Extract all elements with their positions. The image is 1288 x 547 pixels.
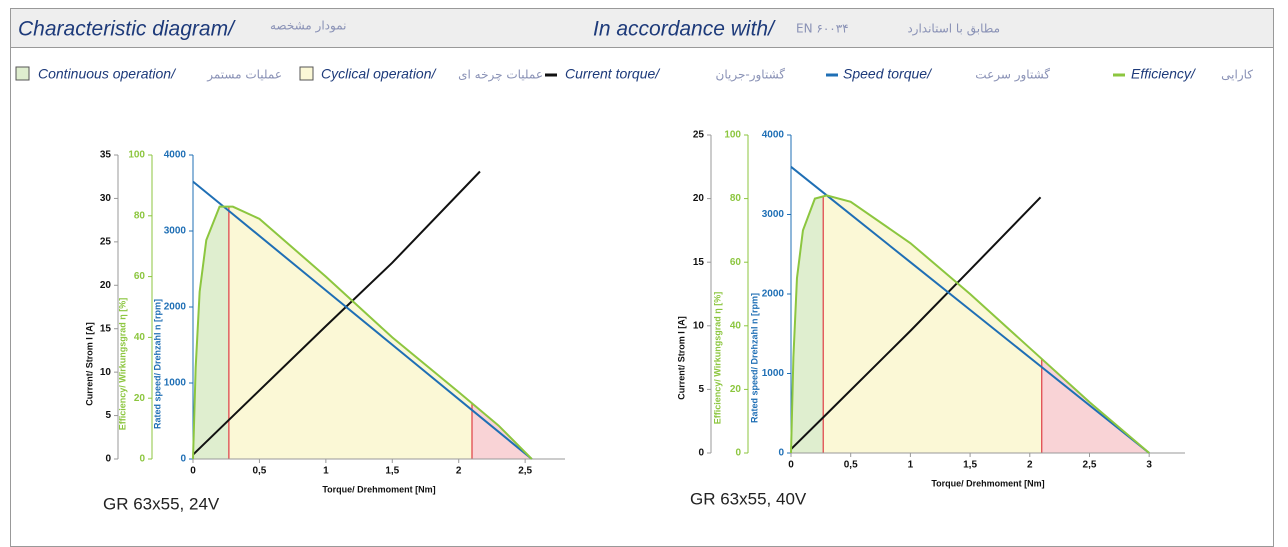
y-tick-label: 4000 [762, 130, 785, 141]
y-tick-label: 2000 [762, 289, 785, 300]
legend-label-fa: گشتاور سرعت [975, 68, 1050, 83]
series-line [192, 170, 481, 456]
y-tick-label: 40 [134, 332, 146, 343]
y-tick-label: 10 [100, 367, 112, 378]
y-tick-label: 20 [693, 193, 705, 204]
legend-label-fa: گشتاور-جریان [716, 68, 786, 83]
x-tick-label: 1,5 [385, 466, 399, 477]
legend-swatch [299, 66, 314, 81]
series-line [790, 194, 1150, 454]
x-tick-label: 3 [1146, 460, 1152, 471]
legend-label: Speed torque/ [843, 66, 933, 82]
y-tick-label: 4000 [164, 150, 187, 161]
y-tick-label: 25 [693, 130, 705, 141]
y-tick-label: 35 [100, 150, 112, 161]
series-line [790, 196, 1042, 450]
zone [823, 195, 1042, 453]
y-tick-label: 100 [724, 130, 741, 141]
y-tick-label: 0 [778, 448, 784, 459]
y-tick-label: 0 [735, 448, 741, 459]
header-title: Characteristic diagram/ [18, 18, 236, 41]
standard-label-fa: مطابق با استاندارد [907, 22, 1000, 37]
x-tick-label: 0,5 [844, 460, 858, 471]
zone [193, 206, 229, 459]
x-axis-title: Torque/ Drehmoment [Nm] [931, 478, 1044, 488]
header-title-fa: نمودار مشخصه [270, 19, 346, 34]
x-tick-label: 2,5 [1083, 460, 1097, 471]
series-line [790, 166, 1150, 454]
x-tick-label: 2 [1027, 460, 1033, 471]
x-tick-label: 1 [323, 466, 329, 477]
y-tick-label: 5 [105, 410, 111, 421]
y-tick-label: 40 [730, 320, 742, 331]
y-tick-label: 0 [105, 454, 111, 465]
series-line [192, 205, 533, 460]
y-axis-title: Rated speed/ Drehzahl n [rpm] [152, 299, 162, 429]
y-tick-label: 60 [730, 257, 742, 268]
x-tick-label: 1,5 [963, 460, 977, 471]
legend-label-fa: عملیات مستمر [206, 68, 282, 83]
y-tick-label: 20 [134, 393, 146, 404]
y-tick-label: 2000 [164, 302, 187, 313]
y-tick-label: 1000 [164, 378, 187, 389]
legend-label-fa: عملیات چرخه ای [458, 68, 543, 83]
legend-label: Efficiency/ [1131, 66, 1197, 82]
y-axis-title: Current/ Strom I [A] [84, 322, 94, 406]
y-tick-label: 3000 [164, 226, 187, 237]
y-tick-label: 0 [698, 448, 704, 459]
y-tick-label: 80 [134, 210, 146, 221]
standard-label: In accordance with/ [593, 18, 776, 41]
y-tick-label: 3000 [762, 209, 785, 220]
chart-caption: GR 63x55, 24V [103, 494, 220, 513]
zone [791, 196, 824, 453]
y-axis-title: Rated speed/ Drehzahl n [rpm] [749, 293, 759, 423]
y-tick-label: 60 [134, 271, 146, 282]
x-tick-label: 2 [456, 466, 462, 477]
y-tick-label: 20 [730, 384, 742, 395]
zone [1041, 358, 1150, 453]
y-tick-label: 20 [100, 280, 112, 291]
x-tick-label: 0,5 [252, 466, 266, 477]
y-tick-label: 5 [698, 384, 704, 395]
y-axis-title: Current/ Strom I [A] [676, 316, 686, 400]
zone [228, 206, 472, 459]
x-axis-title: Torque/ Drehmoment [Nm] [322, 484, 435, 494]
y-tick-label: 80 [730, 193, 742, 204]
y-tick-label: 100 [128, 150, 145, 161]
x-tick-label: 2,5 [518, 466, 532, 477]
legend-label: Cyclical operation/ [321, 66, 437, 82]
y-axis-title: Efficiency/ Wirkungsgrad η [%] [117, 298, 127, 430]
x-tick-label: 0 [190, 466, 196, 477]
standard: EN ۶۰۰۳۴ [796, 22, 849, 36]
header-bar [10, 8, 1274, 48]
chart-caption: GR 63x55, 40V [690, 489, 807, 508]
legend-label: Continuous operation/ [38, 66, 177, 82]
y-tick-label: 0 [180, 454, 186, 465]
y-axis-title: Efficiency/ Wirkungsgrad η [%] [712, 292, 722, 424]
y-tick-label: 15 [100, 323, 112, 334]
legend-swatch [15, 66, 30, 81]
y-tick-label: 25 [100, 236, 112, 247]
x-tick-label: 0 [788, 460, 794, 471]
y-tick-label: 15 [693, 257, 705, 268]
y-tick-label: 0 [139, 454, 145, 465]
x-tick-label: 1 [908, 460, 914, 471]
y-tick-label: 30 [100, 193, 112, 204]
legend-label: Current torque/ [565, 66, 661, 82]
y-tick-label: 10 [693, 320, 705, 331]
y-tick-label: 1000 [762, 368, 785, 379]
legend-label-fa: کارایی [1221, 68, 1253, 83]
